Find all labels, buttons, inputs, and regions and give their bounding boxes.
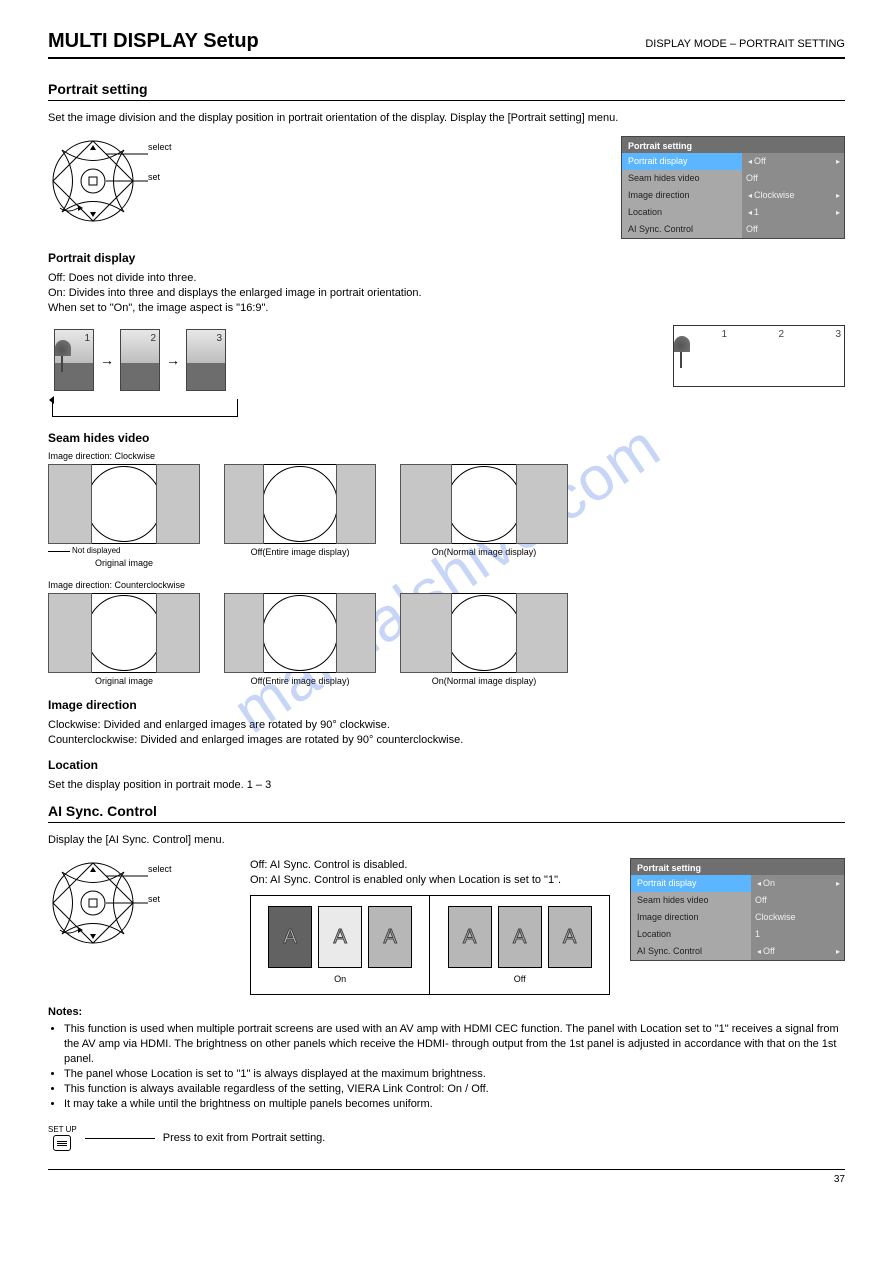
ai-blurb: Off: AI Sync. Control is disabled. On: A… <box>250 858 610 888</box>
seam-dir-label: Image direction: Clockwise <box>48 451 845 461</box>
ai-table: A A A On A A A Off <box>250 895 610 995</box>
pd-tiles-off: 1 → 2 → 3 <box>48 325 348 417</box>
portrait-menu-panel: Portrait setting Portrait display◂Off▸ S… <box>621 136 845 239</box>
ai-tile: A <box>498 906 542 968</box>
ai-cell-off: A A A Off <box>429 896 609 994</box>
menu-row[interactable]: Image directionClockwise <box>631 909 844 926</box>
pd-text: Off: Does not divide into three. On: Div… <box>48 271 845 316</box>
seam-heading: Seam hides video <box>48 431 845 445</box>
ai-cell-on: A A A On <box>251 896 430 994</box>
note-item: The panel whose Location is set to "1" i… <box>64 1067 845 1082</box>
control-label-select: select <box>148 142 172 153</box>
setup-icon: SET UP <box>48 1125 77 1151</box>
ai-tile: A <box>368 906 412 968</box>
seam-on-cc <box>400 593 568 673</box>
page-number: 37 <box>834 1174 845 1185</box>
tile-2: 2 <box>120 329 160 391</box>
portrait-controls: select set <box>48 136 308 232</box>
arrow-icon: → <box>100 352 114 368</box>
ai-tile: A <box>548 906 592 968</box>
page-footer: 37 <box>48 1169 845 1185</box>
seam-row-ccw: Original image Off(Entire image display)… <box>48 593 845 686</box>
section-ai-heading: AI Sync. Control <box>48 803 845 823</box>
menu-row[interactable]: Image direction◂Clockwise▸ <box>622 187 844 204</box>
dpad-icon <box>48 858 148 948</box>
pd-heading: Portrait display <box>48 251 845 265</box>
note-item: It may take a while until the brightness… <box>64 1097 845 1112</box>
seam-row-cw: Not displayed Original image Off(Entire … <box>48 464 845 568</box>
ai-cap-off: Off <box>514 974 526 984</box>
menu-row[interactable]: Portrait display◂Off▸ <box>622 153 844 170</box>
menu-row[interactable]: Location◂1▸ <box>622 204 844 221</box>
control-label-set: set <box>148 172 172 183</box>
seam-off-cc <box>224 593 376 673</box>
seam-original <box>48 464 200 544</box>
dpad-icon <box>48 136 148 226</box>
menu-rows: Portrait display◂Off▸ Seam hides videoOf… <box>622 153 844 238</box>
seam-on-cap-cc: On(Normal image display) <box>432 676 537 686</box>
menu-row[interactable]: Seam hides videoOff <box>631 892 844 909</box>
portrait-intro: Set the image division and the display p… <box>48 111 845 126</box>
ai-tile: A <box>318 906 362 968</box>
seam-off <box>224 464 376 544</box>
seam-off-cap-cc: Off(Entire image display) <box>251 676 350 686</box>
title-row: MULTI DISPLAY Setup DISPLAY MODE – PORTR… <box>48 30 845 59</box>
ai-controls: select set <box>48 858 240 954</box>
setup-tip: SET UP Press to exit from Portrait setti… <box>48 1125 845 1151</box>
seam-notdisp: Not displayed <box>48 546 200 555</box>
menu-title: Portrait setting <box>631 859 844 875</box>
menu-title: Portrait setting <box>622 137 844 153</box>
menu-row[interactable]: Portrait display◂On▸ <box>631 875 844 892</box>
dir-heading: Image direction <box>48 698 845 712</box>
seam-orig-cap-cc: Original image <box>95 676 153 686</box>
seam-on-cap: On(Normal image display) <box>432 547 537 557</box>
seam-dir-cc-label: Image direction: Counterclockwise <box>48 580 845 590</box>
menu-row[interactable]: Seam hides videoOff <box>622 170 844 187</box>
ai-cap-on: On <box>334 974 346 984</box>
seam-on <box>400 464 568 544</box>
setup-tip-text: Press to exit from Portrait setting. <box>163 1132 326 1144</box>
tile-1: 1 <box>54 329 94 391</box>
ai-tile: A <box>448 906 492 968</box>
loopback-arrow <box>52 399 238 417</box>
control-label-set: set <box>148 894 172 905</box>
tile-3: 3 <box>186 329 226 391</box>
menu-row[interactable]: Location1 <box>631 926 844 943</box>
loc-text: Set the display position in portrait mod… <box>48 778 845 793</box>
page-title: MULTI DISPLAY Setup <box>48 30 259 53</box>
ai-tile: A <box>268 906 312 968</box>
loc-heading: Location <box>48 758 845 772</box>
seam-original-cc <box>48 593 200 673</box>
dir-text: Clockwise: Divided and enlarged images a… <box>48 718 845 748</box>
seam-orig-cap: Original image <box>95 558 153 568</box>
seam-off-cap: Off(Entire image display) <box>251 547 350 557</box>
control-label-select: select <box>148 864 172 875</box>
section-portrait-heading: Portrait setting <box>48 81 845 101</box>
notes-heading: Notes: <box>48 1005 845 1020</box>
menu-row[interactable]: AI Sync. ControlOff <box>622 221 844 238</box>
arrow-icon: → <box>166 352 180 368</box>
note-item: This function is used when multiple port… <box>64 1022 845 1067</box>
note-item: This function is always available regard… <box>64 1082 845 1097</box>
ai-intro: Display the [AI Sync. Control] menu. <box>48 833 845 848</box>
ai-notes: Notes: This function is used when multip… <box>48 1005 845 1111</box>
page-subtitle: DISPLAY MODE – PORTRAIT SETTING <box>645 38 845 50</box>
pd-wide-tile: 1 2 3 <box>673 325 845 387</box>
menu-row[interactable]: AI Sync. Control◂Off▸ <box>631 943 844 960</box>
ai-menu-panel: Portrait setting Portrait display◂On▸ Se… <box>630 858 845 961</box>
